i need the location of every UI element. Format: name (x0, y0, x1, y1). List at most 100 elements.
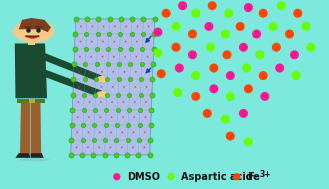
Point (142, 146, 147, 149)
Point (193, 12, 198, 15)
Point (89, 40, 94, 43)
Point (228, 74, 233, 77)
Point (193, 74, 198, 77)
Point (123, 25, 129, 28)
Point (123, 40, 128, 43)
Point (91, 153, 96, 156)
Point (159, 72, 164, 75)
Polygon shape (31, 102, 41, 153)
Point (105, 78, 110, 81)
Point (109, 116, 114, 119)
Point (84, 17, 89, 20)
Ellipse shape (40, 33, 47, 35)
Point (128, 63, 133, 66)
Point (144, 85, 149, 88)
Point (82, 78, 88, 81)
Point (93, 78, 99, 81)
Point (81, 108, 86, 111)
Text: Fe: Fe (247, 172, 260, 182)
Point (129, 17, 135, 20)
Point (97, 146, 102, 149)
Point (75, 116, 80, 119)
Point (120, 116, 125, 119)
Point (223, 33, 228, 36)
Point (136, 153, 141, 156)
Point (94, 63, 99, 66)
Point (113, 153, 118, 156)
Point (208, 46, 213, 49)
Point (126, 123, 131, 126)
Text: 3+: 3+ (259, 170, 271, 179)
Point (139, 78, 144, 81)
Point (151, 33, 157, 36)
Point (143, 116, 148, 119)
Point (116, 78, 121, 81)
Polygon shape (44, 53, 102, 83)
Point (131, 131, 136, 134)
Point (270, 25, 276, 28)
Point (103, 123, 108, 126)
Point (150, 63, 156, 66)
Point (81, 123, 86, 126)
Point (148, 138, 153, 141)
Point (134, 55, 139, 58)
Point (36, 28, 41, 31)
Point (132, 116, 137, 119)
Point (78, 25, 84, 28)
Point (149, 93, 155, 96)
Point (109, 131, 114, 134)
Point (74, 146, 79, 149)
Point (143, 101, 149, 104)
Point (149, 108, 154, 111)
Point (138, 108, 143, 111)
Point (210, 4, 215, 7)
Point (83, 63, 88, 66)
Polygon shape (19, 18, 51, 32)
Point (110, 101, 115, 104)
Point (148, 123, 153, 126)
Point (228, 135, 233, 138)
Point (99, 85, 104, 88)
Point (211, 87, 216, 90)
Point (127, 93, 132, 96)
Point (190, 33, 195, 36)
Point (72, 48, 77, 51)
Point (223, 118, 228, 121)
Point (72, 33, 78, 36)
Point (73, 17, 78, 20)
Point (97, 131, 102, 134)
Point (168, 175, 174, 178)
Polygon shape (15, 43, 47, 98)
Point (173, 46, 179, 49)
Point (303, 25, 309, 28)
Point (80, 138, 85, 141)
Point (116, 63, 122, 66)
Point (117, 33, 123, 36)
Point (129, 33, 134, 36)
Point (244, 67, 249, 70)
Point (71, 63, 77, 66)
Bar (28, 39, 35, 45)
Point (151, 48, 156, 51)
Point (106, 33, 112, 36)
Point (76, 101, 81, 104)
Point (71, 78, 76, 81)
Point (118, 17, 123, 20)
Point (141, 17, 146, 20)
Point (89, 55, 94, 58)
Text: Aspartic acid: Aspartic acid (181, 172, 253, 182)
Point (86, 131, 91, 134)
Polygon shape (15, 153, 30, 158)
Point (87, 101, 92, 104)
Point (95, 33, 100, 36)
Point (246, 87, 251, 90)
Point (82, 93, 87, 96)
Point (226, 12, 231, 15)
Point (88, 85, 93, 88)
Point (88, 70, 93, 73)
Point (145, 55, 150, 58)
Ellipse shape (12, 30, 18, 34)
Point (111, 55, 116, 58)
Point (125, 138, 130, 141)
Point (274, 46, 279, 49)
